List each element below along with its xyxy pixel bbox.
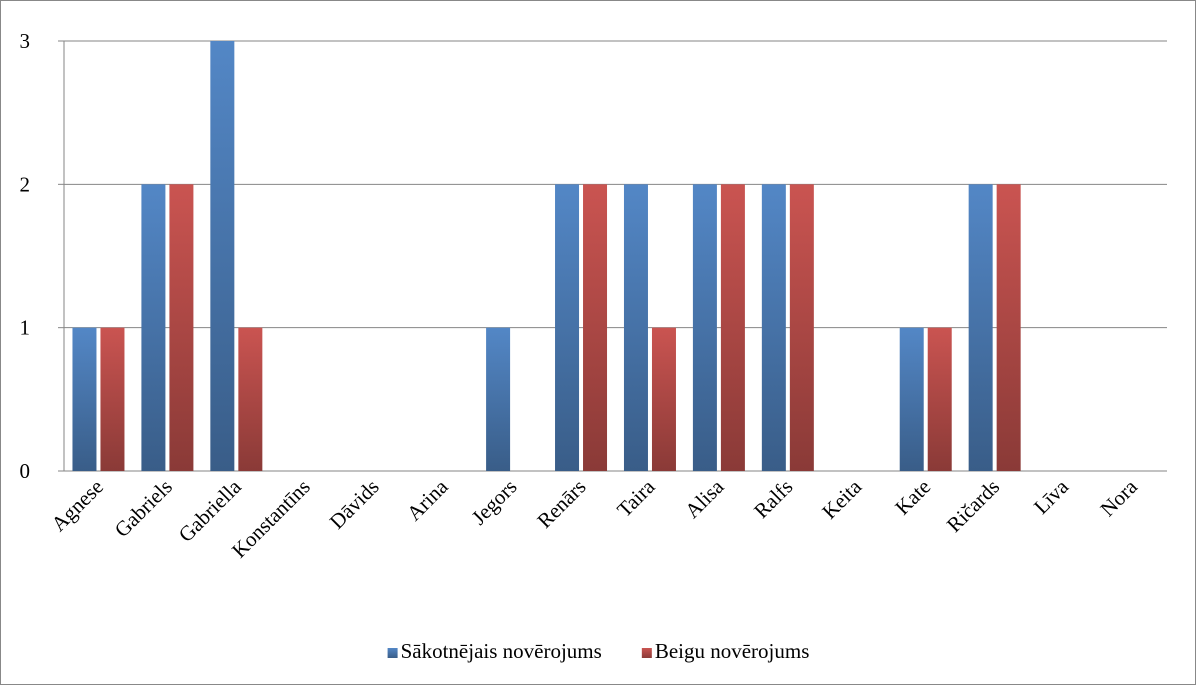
bar — [899, 327, 924, 471]
bar — [968, 184, 993, 472]
bar — [210, 41, 235, 471]
bar — [623, 184, 648, 472]
bar — [486, 327, 511, 471]
y-tick-label: 3 — [20, 29, 31, 53]
bar — [583, 184, 608, 472]
legend-label: Sākotnējais novērojums — [401, 639, 602, 663]
legend-label: Beigu novērojums — [655, 639, 810, 663]
bar — [555, 184, 580, 472]
legend-item: Sākotnējais novērojums — [387, 639, 602, 663]
legend-swatch — [387, 648, 398, 658]
bar — [692, 184, 717, 472]
bar — [761, 184, 786, 472]
bar — [720, 184, 745, 472]
bar — [789, 184, 814, 472]
bar — [927, 327, 952, 471]
y-tick-label: 1 — [20, 316, 31, 340]
y-tick-label: 0 — [20, 459, 31, 483]
legend-swatch — [641, 648, 652, 658]
bar — [651, 327, 676, 471]
legend-item: Beigu novērojums — [641, 639, 810, 663]
bar — [141, 184, 166, 472]
bar — [72, 327, 97, 471]
bar — [169, 184, 194, 472]
bar — [996, 184, 1021, 472]
bar — [238, 327, 263, 471]
y-tick-label: 2 — [20, 172, 31, 196]
bar — [100, 327, 125, 471]
